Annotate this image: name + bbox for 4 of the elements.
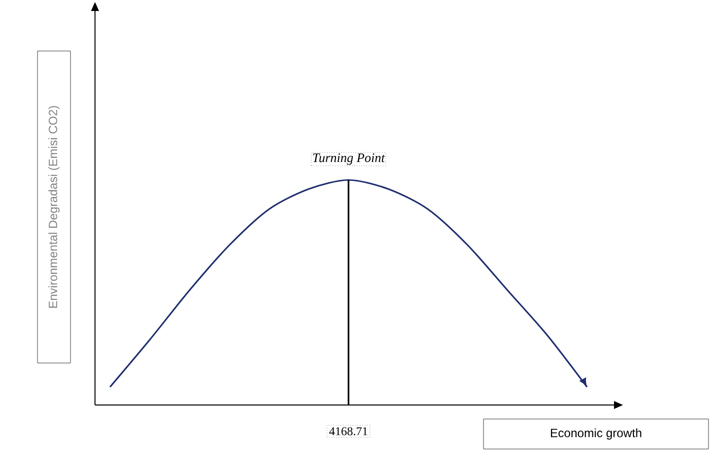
y-axis-title: Environmental Degradasi (Emisi CO2) — [48, 106, 60, 308]
x-axis-title: Economic growth — [550, 428, 642, 440]
text: Turning Point — [313, 153, 386, 165]
text: 4168.71 — [329, 427, 368, 436]
